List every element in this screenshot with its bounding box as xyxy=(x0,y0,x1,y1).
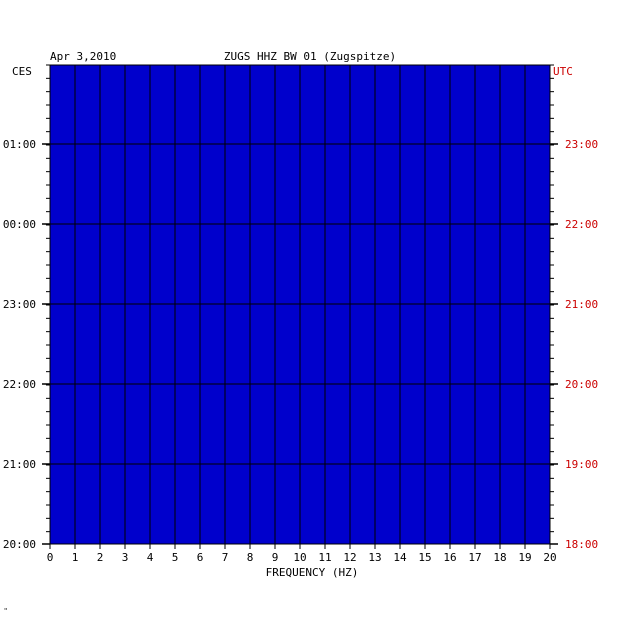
x-tick-label: 8 xyxy=(247,551,254,564)
plot-frame xyxy=(49,64,551,545)
x-tick-label: 7 xyxy=(222,551,229,564)
x-tick-label: 1 xyxy=(72,551,79,564)
x-tick-label: 3 xyxy=(122,551,129,564)
right-time-label: 22:00 xyxy=(565,218,598,231)
right-time-label: 18:00 xyxy=(565,538,598,551)
x-tick-label: 20 xyxy=(543,551,556,564)
left-zone-label: CES xyxy=(12,65,32,78)
right-time-label: 21:00 xyxy=(565,298,598,311)
x-tick-label: 5 xyxy=(172,551,179,564)
chart-title: ZUGS HHZ BW 01 (Zugspitze) xyxy=(224,50,396,63)
x-tick-label: 2 xyxy=(97,551,104,564)
x-tick-label: 4 xyxy=(147,551,154,564)
left-time-label: 01:00 xyxy=(3,138,36,151)
left-time-label: 22:00 xyxy=(3,378,36,391)
right-time-label: 19:00 xyxy=(565,458,598,471)
x-tick-label: 17 xyxy=(468,551,481,564)
x-tick-label: 18 xyxy=(493,551,506,564)
x-tick-label: 10 xyxy=(293,551,306,564)
right-time-label: 23:00 xyxy=(565,138,598,151)
x-axis-label: FREQUENCY (HZ) xyxy=(266,566,359,579)
x-tick-label: 15 xyxy=(418,551,431,564)
left-time-label: 00:00 xyxy=(3,218,36,231)
x-tick-label: 9 xyxy=(272,551,279,564)
left-time-label: 21:00 xyxy=(3,458,36,471)
x-tick-label: 12 xyxy=(343,551,356,564)
x-tick-label: 6 xyxy=(197,551,204,564)
right-zone-label: UTC xyxy=(553,65,573,78)
left-time-label: 20:00 xyxy=(3,538,36,551)
footnote-mark: " xyxy=(4,607,7,615)
chart-date: Apr 3,2010 xyxy=(50,50,116,63)
x-tick-label: 13 xyxy=(368,551,381,564)
right-time-label: 20:00 xyxy=(565,378,598,391)
x-tick-label: 16 xyxy=(443,551,456,564)
x-tick-label: 14 xyxy=(393,551,407,564)
x-tick-label: 11 xyxy=(318,551,331,564)
left-time-label: 23:00 xyxy=(3,298,36,311)
x-tick-label: 19 xyxy=(518,551,531,564)
x-tick-label: 0 xyxy=(47,551,54,564)
